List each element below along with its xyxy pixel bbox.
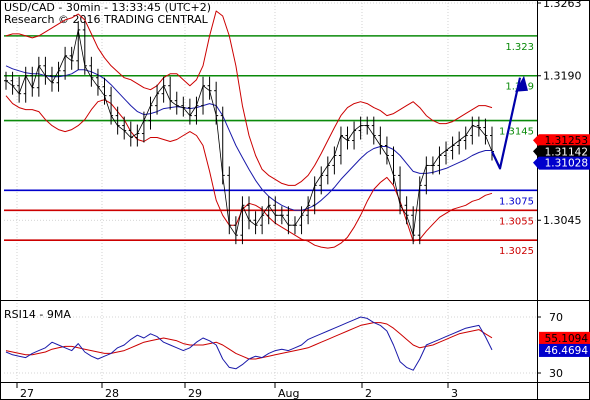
projection-arrow-line: [491, 77, 522, 170]
price-line: [5, 29, 493, 236]
rsi-ma-line: [5, 322, 493, 360]
price-badge-pointer: [533, 145, 539, 159]
price-badge-label: 1.31253: [545, 135, 588, 147]
rsi-badge-bg: [539, 343, 590, 357]
level-label: 1.3145: [499, 127, 534, 138]
price-badge-bg: [539, 145, 590, 159]
price-badge-bg: [539, 156, 590, 170]
price-tick-label: 1.3190: [543, 70, 582, 83]
date-tick-label: 28: [105, 387, 119, 400]
rsi-title: RSI14 - 9MA: [4, 308, 71, 321]
date-tick-label: 27: [20, 387, 34, 400]
chart-title: USD/CAD - 30min - 13:33:45 (UTC+2): [4, 1, 212, 14]
price-badge-pointer: [533, 156, 539, 170]
rsi-badge-label: 46.4694: [545, 345, 589, 357]
date-tick-label: 3: [451, 387, 458, 400]
rsi-tick-label: 70: [549, 311, 563, 324]
price-badge-label: 1.31142: [545, 146, 588, 158]
price-badge-label: 1.31028: [545, 158, 588, 170]
level-label: 1.323: [505, 42, 534, 53]
rsi-tick-label: 30: [549, 367, 563, 380]
rsi-badge-bg: [539, 331, 590, 345]
date-tick-label: 2: [365, 387, 372, 400]
upper-band-line: [5, 10, 493, 186]
date-tick-label: 29: [188, 387, 202, 400]
price-tick-label: 1.3263: [543, 0, 582, 10]
rsi-badge-label: 55.1094: [545, 333, 589, 345]
date-tick-label: Aug: [278, 387, 299, 400]
level-label: 1.3025: [499, 246, 534, 257]
chart-copyright: Research © 2016 TRADING CENTRAL: [4, 13, 208, 26]
price-badge-pointer: [533, 134, 539, 148]
level-label: 1.3075: [499, 196, 534, 207]
price-badge-bg: [539, 134, 590, 148]
price-tick-label: 1.3045: [543, 214, 582, 227]
rsi-line: [5, 316, 493, 371]
level-label: 1.3055: [499, 216, 534, 227]
projection-arrow-head: [515, 75, 528, 92]
